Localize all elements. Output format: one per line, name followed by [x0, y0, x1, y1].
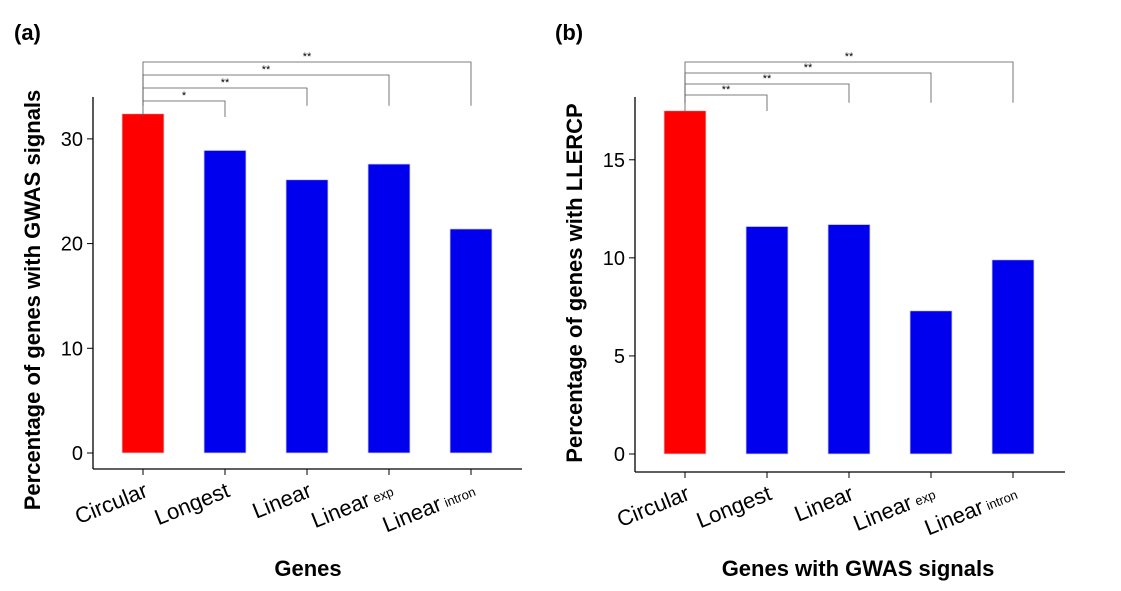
panel-a-significance-bracket: [142, 61, 472, 106]
panel-a-bar: [449, 228, 493, 454]
panel-a-x-tick-label: Circular: [71, 477, 151, 529]
panel-b-x-tick-label: Linearintron: [921, 480, 1021, 540]
panel-a-label: (a): [14, 20, 41, 45]
panel-b-bar: [909, 310, 953, 455]
panel-a-y-tick-label: 30: [61, 129, 83, 151]
panel-b-bar: [827, 224, 871, 455]
panel-a-bar: [203, 149, 247, 454]
panel-b-y-axis-title: Percentage of genes with LLERCP: [562, 103, 587, 462]
panel-b-significance-bracket: [684, 94, 768, 111]
panel-b-x-axis-title: Genes with GWAS signals: [722, 556, 995, 581]
panel-a-bar: [121, 113, 165, 454]
panel-a-significance-bracket: [142, 100, 226, 117]
panel-b-y-tick-label: 0: [614, 444, 625, 466]
panel-b-significance-label: **: [845, 51, 854, 63]
panel-a-x-tick-label: Linear: [249, 477, 315, 523]
panel-a-y-tick-label: 20: [61, 234, 83, 256]
panel-a-y-tick-label: 10: [61, 338, 83, 360]
panel-b-x-tick-label: Longest: [693, 480, 775, 533]
panel-a-significance-label: *: [182, 90, 187, 102]
panel-a-x-tick-label: Linearintron: [379, 477, 479, 537]
panel-a-x-axis-title: Genes: [274, 556, 341, 581]
panel-b-y-tick-label: 5: [614, 346, 625, 368]
panel-a-y-tick-label: 0: [72, 443, 83, 465]
panel-b-bar: [991, 259, 1035, 455]
panel-a-x-tick-label: Longest: [151, 477, 233, 530]
panel-a-bar: [285, 179, 329, 454]
panel-b-x-tick-label: Circular: [613, 480, 693, 532]
panel-a-y-axis-title: Percentage of genes with GWAS signals: [20, 90, 45, 511]
panel-b-bar: [663, 110, 707, 455]
panel-b-significance-bracket: [684, 61, 1014, 103]
panel-a-bar: [367, 163, 411, 454]
panel-a-significance-label: **: [303, 51, 312, 63]
panel-b-x-tick-label: Linear: [791, 480, 857, 526]
panel-b-y-tick-label: 10: [603, 248, 625, 270]
panel-b-significance-label: **: [722, 84, 731, 96]
panel-b-label: (b): [555, 20, 583, 45]
panel-a-significance-label: **: [262, 64, 271, 76]
panel-a-significance-label: **: [221, 77, 230, 89]
panel-b-bar: [745, 226, 789, 455]
panel-b-significance-label: **: [804, 62, 813, 74]
panel-b-significance-label: **: [763, 73, 772, 85]
panel-b-y-tick-label: 15: [603, 150, 625, 172]
